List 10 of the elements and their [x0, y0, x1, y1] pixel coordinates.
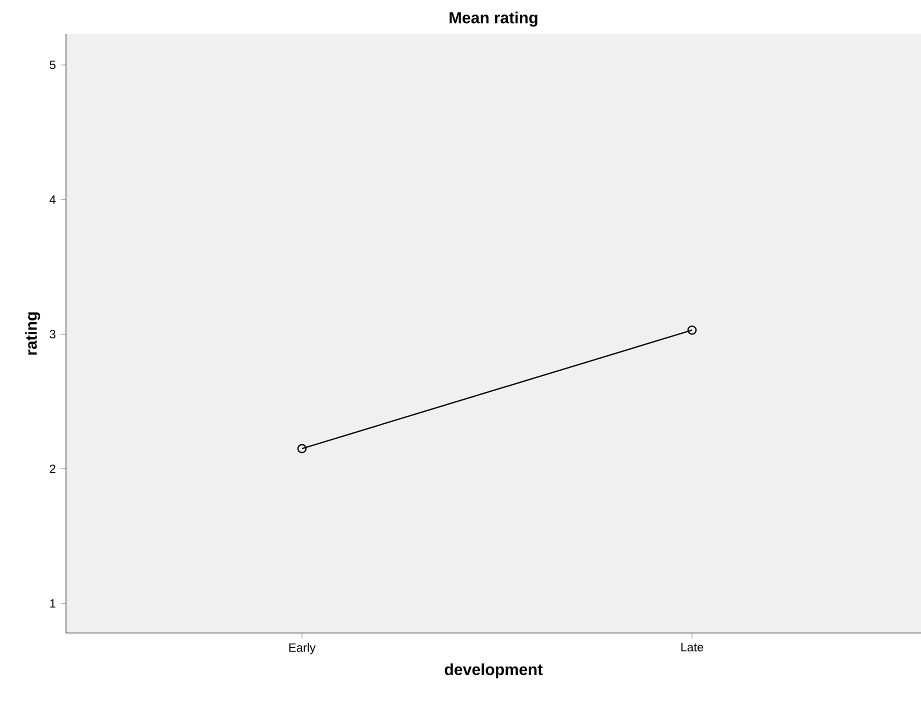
x-tick-label: Late: [681, 643, 704, 652]
y-tick-label: 5: [50, 60, 56, 70]
y-axis-title: rating: [25, 312, 40, 355]
y-tick-label: 3: [50, 330, 56, 338]
x-axis-title: development: [444, 663, 543, 678]
x-tick-label: Early: [289, 643, 316, 654]
y-tick-label: 2: [50, 464, 56, 473]
y-tick-label: 1: [50, 599, 56, 608]
y-tick-label: 4: [50, 195, 56, 204]
chart-title: Mean rating: [450, 12, 538, 27]
